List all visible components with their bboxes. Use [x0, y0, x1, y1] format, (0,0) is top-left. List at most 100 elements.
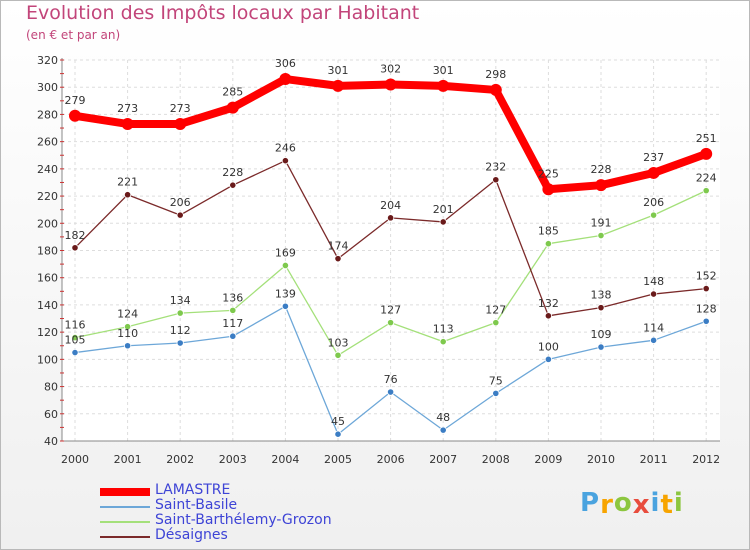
data-point — [439, 338, 447, 346]
data-point — [229, 332, 237, 340]
data-point — [597, 304, 605, 312]
data-label: 75 — [489, 374, 503, 387]
y-tick-label: 300 — [37, 81, 58, 94]
data-point — [124, 191, 132, 199]
data-label: 132 — [538, 297, 559, 310]
legend-swatch — [100, 521, 150, 523]
data-point — [700, 147, 713, 160]
x-tick-label: 2009 — [534, 453, 562, 466]
data-point — [386, 214, 395, 222]
logo-letter: t — [660, 490, 674, 520]
data-point — [489, 83, 502, 96]
x-tick-label: 2004 — [271, 453, 299, 466]
legend-label: LAMASTRE — [155, 482, 231, 498]
data-point — [492, 176, 500, 184]
data-label: 206 — [643, 196, 664, 209]
y-tick-label: 240 — [37, 163, 58, 176]
data-point — [544, 355, 553, 363]
logo-letter: P — [580, 488, 601, 518]
x-tick-label: 2011 — [640, 453, 668, 466]
data-label: 105 — [65, 334, 86, 347]
data-label: 191 — [591, 217, 612, 230]
data-label: 113 — [433, 323, 454, 336]
data-label: 76 — [384, 373, 398, 386]
data-label: 112 — [170, 324, 191, 337]
data-point — [71, 333, 79, 342]
data-point — [334, 351, 342, 359]
data-label: 302 — [380, 62, 401, 75]
data-label: 148 — [643, 275, 664, 288]
data-point — [121, 117, 134, 130]
y-tick-label: 280 — [37, 108, 58, 121]
y-tick-label: 320 — [37, 54, 58, 67]
logo-letter: x — [632, 490, 651, 520]
logo-letter: r — [600, 490, 614, 520]
legend-swatch — [100, 536, 150, 538]
x-tick-label: 2007 — [429, 453, 457, 466]
data-point — [649, 336, 658, 344]
x-tick-label: 2003 — [219, 453, 247, 466]
data-point — [647, 166, 660, 179]
data-point — [226, 101, 239, 114]
data-point — [281, 302, 289, 310]
data-label: 301 — [433, 64, 454, 77]
x-tick-label: 2000 — [61, 453, 89, 466]
data-label: 228 — [591, 163, 612, 176]
data-label: 110 — [117, 327, 138, 340]
data-label: 103 — [328, 336, 349, 349]
data-point — [174, 117, 187, 130]
data-point — [281, 157, 289, 165]
data-label: 237 — [643, 151, 664, 164]
data-label: 48 — [436, 411, 450, 424]
data-point — [384, 78, 397, 91]
x-tick-label: 2008 — [482, 453, 510, 466]
x-tick-label: 2005 — [324, 453, 352, 466]
data-label: 301 — [328, 64, 349, 77]
data-point — [702, 317, 710, 325]
data-label: 251 — [696, 132, 717, 145]
y-tick-label: 260 — [37, 136, 58, 149]
data-point — [281, 261, 289, 270]
data-label: 127 — [485, 304, 506, 317]
y-tick-label: 160 — [37, 272, 58, 285]
data-point — [332, 79, 344, 92]
data-label: 182 — [65, 229, 86, 242]
data-label: 134 — [170, 294, 191, 307]
data-label: 285 — [222, 86, 243, 99]
data-label: 185 — [538, 225, 559, 238]
x-tick-label: 2002 — [166, 453, 194, 466]
data-label: 273 — [170, 102, 191, 115]
legend-label: Désaignes — [155, 527, 228, 543]
data-point — [69, 109, 81, 122]
data-point — [597, 231, 605, 240]
data-label: 136 — [222, 291, 243, 304]
data-point — [124, 323, 132, 331]
x-tick-label: 2010 — [587, 453, 615, 466]
data-label: 225 — [538, 167, 559, 180]
data-label: 306 — [275, 57, 296, 70]
data-label: 139 — [275, 287, 296, 300]
logo-letter: i — [673, 488, 684, 518]
data-point — [542, 183, 555, 196]
y-tick-label: 60 — [44, 408, 58, 421]
data-point — [702, 284, 710, 293]
data-point — [492, 319, 500, 327]
data-point — [334, 255, 342, 263]
legend-swatch — [100, 488, 150, 496]
logo-letter: o — [613, 488, 633, 518]
data-point — [702, 187, 710, 195]
data-label: 117 — [222, 317, 243, 330]
data-point — [279, 73, 292, 86]
data-label: 201 — [433, 203, 454, 216]
data-label: 127 — [380, 304, 401, 317]
x-tick-label: 2006 — [377, 453, 405, 466]
data-label: 224 — [696, 172, 717, 185]
data-point — [386, 319, 395, 327]
data-label: 273 — [117, 102, 138, 115]
data-point — [176, 309, 184, 317]
data-label: 116 — [65, 319, 86, 332]
data-point — [176, 339, 184, 347]
data-point — [124, 342, 132, 350]
chart-title: Evolution des Impôts locaux par Habitant — [26, 2, 420, 24]
